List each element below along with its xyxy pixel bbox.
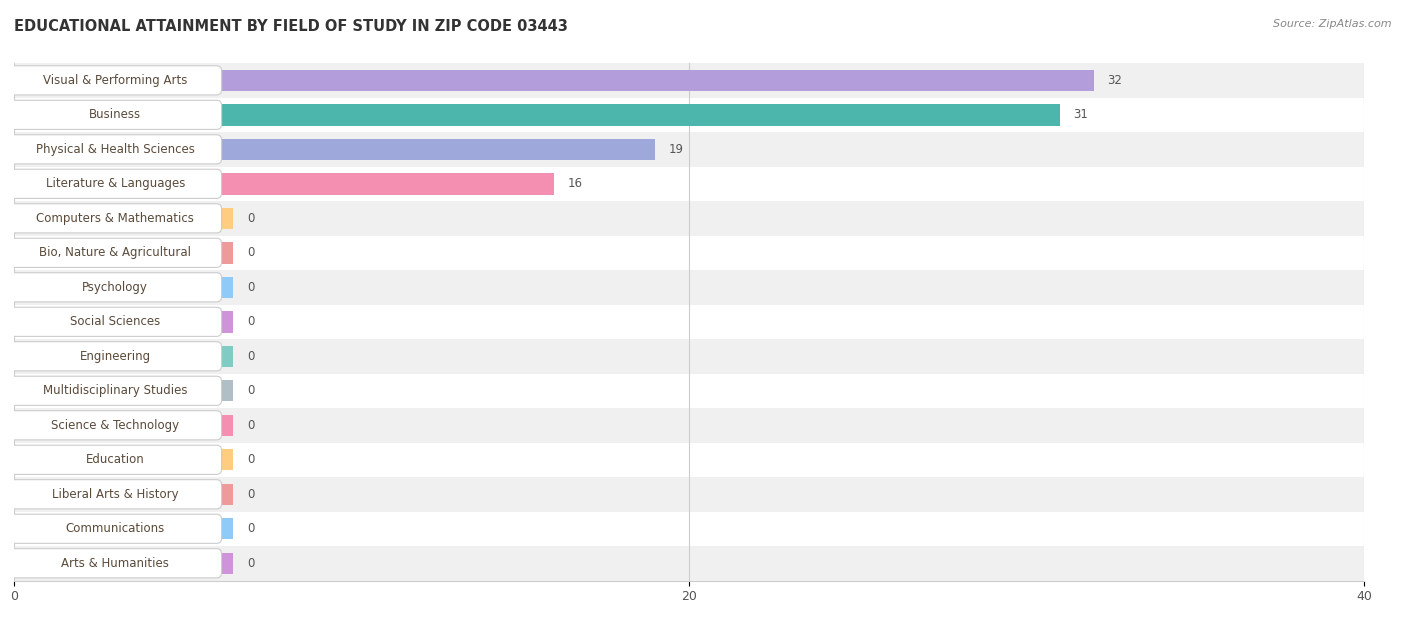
Bar — [14, 167, 1364, 201]
Text: 0: 0 — [247, 522, 254, 535]
Bar — [14, 276, 233, 298]
Text: Science & Technology: Science & Technology — [51, 419, 180, 432]
FancyBboxPatch shape — [8, 204, 222, 233]
Text: Visual & Performing Arts: Visual & Performing Arts — [44, 74, 187, 87]
FancyBboxPatch shape — [8, 342, 222, 371]
Bar — [14, 483, 233, 505]
FancyBboxPatch shape — [8, 445, 222, 475]
Text: Multidisciplinary Studies: Multidisciplinary Studies — [44, 384, 187, 398]
Text: 0: 0 — [247, 246, 254, 259]
Text: Computers & Mathematics: Computers & Mathematics — [37, 212, 194, 225]
Bar — [14, 380, 233, 401]
Text: Physical & Health Sciences: Physical & Health Sciences — [37, 143, 194, 156]
Text: Engineering: Engineering — [80, 350, 150, 363]
Bar — [14, 311, 233, 333]
Bar — [14, 346, 233, 367]
Bar — [14, 546, 1364, 581]
Bar — [14, 201, 1364, 235]
Bar — [14, 374, 1364, 408]
Text: 0: 0 — [247, 350, 254, 363]
Text: 0: 0 — [247, 453, 254, 466]
Text: 0: 0 — [247, 419, 254, 432]
Bar — [14, 208, 233, 229]
Bar — [14, 553, 233, 574]
Text: 0: 0 — [247, 316, 254, 328]
Text: Literature & Languages: Literature & Languages — [45, 177, 186, 191]
Bar — [14, 415, 233, 436]
Bar — [14, 69, 1094, 91]
Text: Business: Business — [89, 109, 142, 121]
Bar — [14, 235, 1364, 270]
Text: 0: 0 — [247, 384, 254, 398]
Text: Liberal Arts & History: Liberal Arts & History — [52, 488, 179, 501]
Bar — [14, 132, 1364, 167]
Text: 0: 0 — [247, 281, 254, 294]
FancyBboxPatch shape — [8, 514, 222, 543]
Bar — [14, 98, 1364, 132]
Text: 31: 31 — [1074, 109, 1088, 121]
FancyBboxPatch shape — [8, 135, 222, 164]
FancyBboxPatch shape — [8, 169, 222, 198]
Text: Psychology: Psychology — [83, 281, 148, 294]
Bar — [14, 139, 655, 160]
Bar — [14, 173, 554, 194]
Bar — [14, 442, 1364, 477]
Bar — [14, 449, 233, 471]
FancyBboxPatch shape — [8, 239, 222, 268]
Text: Arts & Humanities: Arts & Humanities — [62, 557, 169, 570]
Bar — [14, 339, 1364, 374]
Bar — [14, 63, 1364, 98]
Bar — [14, 512, 1364, 546]
Text: Source: ZipAtlas.com: Source: ZipAtlas.com — [1274, 19, 1392, 29]
Bar — [14, 518, 233, 540]
FancyBboxPatch shape — [8, 549, 222, 578]
Text: 19: 19 — [669, 143, 683, 156]
Text: 0: 0 — [247, 557, 254, 570]
FancyBboxPatch shape — [8, 66, 222, 95]
FancyBboxPatch shape — [8, 480, 222, 509]
Text: 16: 16 — [568, 177, 582, 191]
Bar — [14, 242, 233, 264]
Text: Social Sciences: Social Sciences — [70, 316, 160, 328]
Text: Bio, Nature & Agricultural: Bio, Nature & Agricultural — [39, 246, 191, 259]
Bar — [14, 477, 1364, 512]
FancyBboxPatch shape — [8, 376, 222, 405]
FancyBboxPatch shape — [8, 100, 222, 129]
FancyBboxPatch shape — [8, 411, 222, 440]
Text: 0: 0 — [247, 212, 254, 225]
Bar — [14, 270, 1364, 305]
Text: Education: Education — [86, 453, 145, 466]
Bar — [14, 408, 1364, 442]
Text: 0: 0 — [247, 488, 254, 501]
Bar — [14, 104, 1060, 126]
Text: EDUCATIONAL ATTAINMENT BY FIELD OF STUDY IN ZIP CODE 03443: EDUCATIONAL ATTAINMENT BY FIELD OF STUDY… — [14, 19, 568, 34]
FancyBboxPatch shape — [8, 273, 222, 302]
Text: 32: 32 — [1108, 74, 1122, 87]
FancyBboxPatch shape — [8, 307, 222, 336]
Text: Communications: Communications — [66, 522, 165, 535]
Bar — [14, 305, 1364, 339]
